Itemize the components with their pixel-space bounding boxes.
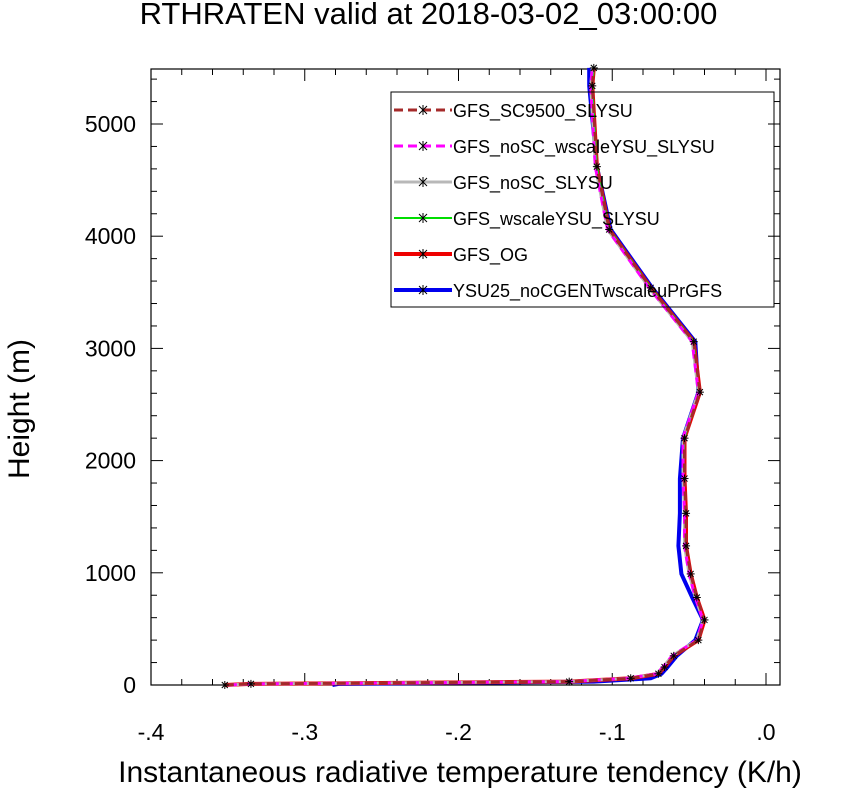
data-point-marker [592, 162, 601, 171]
data-point-marker [220, 681, 229, 689]
y-tick-label: 2000 [85, 448, 136, 474]
data-point-marker [626, 674, 635, 683]
data-point-marker [646, 283, 655, 292]
data-point-marker [700, 615, 709, 624]
data-point-marker [588, 81, 597, 90]
legend-label: GFS_noSC_SLYSU [453, 173, 613, 194]
data-point-marker [694, 636, 703, 645]
data-point-marker [695, 388, 704, 397]
series-line [224, 67, 707, 687]
series-line [227, 67, 705, 687]
y-tick-label: 5000 [85, 111, 136, 137]
series-line [332, 67, 705, 687]
data-point-marker [682, 541, 691, 550]
legend: GFS_SC9500_SLYSU GFS_noSC_wscaleYSU_SLYSU… [390, 91, 775, 308]
y-tick-label: 0 [123, 672, 136, 698]
data-point-marker [680, 434, 689, 443]
data-point-marker [660, 663, 669, 672]
x-tick-label: -.1 [599, 719, 626, 745]
data-point-marker [680, 474, 689, 483]
legend-box [390, 91, 775, 308]
legend-label: YSU25_noCGENTwscaleuPrGFS [453, 281, 722, 302]
data-point-marker [682, 509, 691, 518]
legend-label: GFS_wscaleYSU_SLYSU [453, 209, 660, 230]
x-tick-label: -.2 [445, 719, 472, 745]
data-point-marker [246, 679, 255, 688]
x-axis-label: Instantaneous radiative temperature tend… [118, 756, 802, 789]
data-point-marker [605, 225, 614, 234]
y-axis-label: Height (m) [3, 338, 36, 480]
axis-ticks: -.4 -.3 -.2 -.1 .0 0 1000 2000 3000 4000 5000 [85, 69, 780, 745]
data-point-marker [692, 593, 701, 602]
series-line [226, 67, 704, 686]
y-tick-label: 1000 [85, 560, 136, 586]
data-point-marker [669, 651, 678, 660]
chart-title: RTHRATEN valid at 2018-03-02_03:00:00 [139, 0, 718, 31]
data-point-marker [689, 337, 698, 346]
legend-label: GFS_OG [453, 245, 528, 266]
data-point-marker [589, 63, 598, 72]
series-layer [220, 63, 709, 689]
data-point-marker [654, 669, 663, 678]
x-tick-label: -.4 [138, 719, 165, 745]
data-point-marker [686, 569, 695, 578]
y-tick-label: 4000 [85, 223, 136, 249]
plot-frame [150, 68, 781, 686]
legend-label: GFS_SC9500_SLYSU [453, 101, 633, 122]
data-point-marker [565, 677, 574, 686]
legend-label: GFS_noSC_wscaleYSU_SLYSU [453, 137, 715, 158]
x-tick-label: -.3 [291, 719, 318, 745]
x-tick-label: .0 [756, 719, 775, 745]
series-line [227, 67, 705, 687]
y-tick-label: 3000 [85, 335, 136, 361]
series-line [224, 67, 706, 687]
